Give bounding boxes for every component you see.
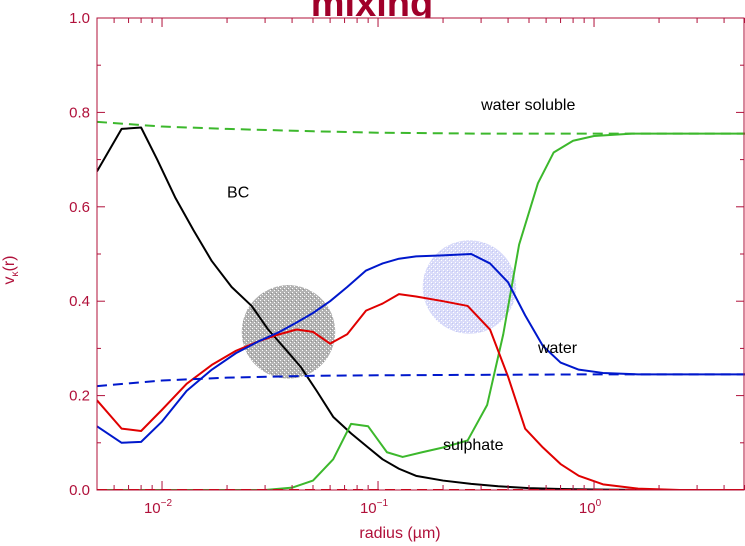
plot-frame <box>96 17 745 491</box>
x-axis-title: radius (µm) <box>359 525 440 542</box>
y-tick-label: 0.0 <box>69 482 90 499</box>
y-tick-label: 1.0 <box>69 10 90 27</box>
highlight-circles <box>241 240 517 379</box>
y-axis-title-main: v <box>1 276 18 284</box>
annotation-bc: BC <box>227 184 249 201</box>
y-tick-label: 0.2 <box>69 388 90 405</box>
y-axis-title-sub: κ <box>10 270 21 276</box>
series-line-water-soluble <box>97 132 745 490</box>
annotation-water-soluble: water soluble <box>480 97 575 114</box>
x-tick-label: 100 <box>579 498 602 517</box>
highlight-circle-2 <box>422 240 517 334</box>
series-line-bc <box>97 126 745 490</box>
series-line-water-dashed <box>97 373 745 388</box>
series-line-water-soluble-dashed <box>97 120 745 135</box>
annotation-sulphate: sulphate <box>443 437 504 454</box>
annotations: BC water soluble water sulphate <box>227 97 578 454</box>
x-tick-label: 10−2 <box>144 498 173 517</box>
y-axis-title-tail: (r) <box>1 256 18 272</box>
series-line-sulphate <box>97 293 745 490</box>
y-tick-label: 0.6 <box>69 199 90 216</box>
y-axis-title: vκ(r) <box>1 256 21 285</box>
x-tick-label: 10−1 <box>360 498 389 517</box>
y-tick-label: 0.8 <box>69 104 90 121</box>
annotation-water: water <box>537 340 578 357</box>
series-lines <box>97 120 745 490</box>
axis-ticks: 0.0 0.2 0.4 0.6 0.8 1.0 10−2 10−1 100 <box>69 10 745 517</box>
y-tick-label: 0.4 <box>69 293 90 310</box>
series-line-water <box>97 253 745 444</box>
chart-title: mixing <box>311 0 433 25</box>
